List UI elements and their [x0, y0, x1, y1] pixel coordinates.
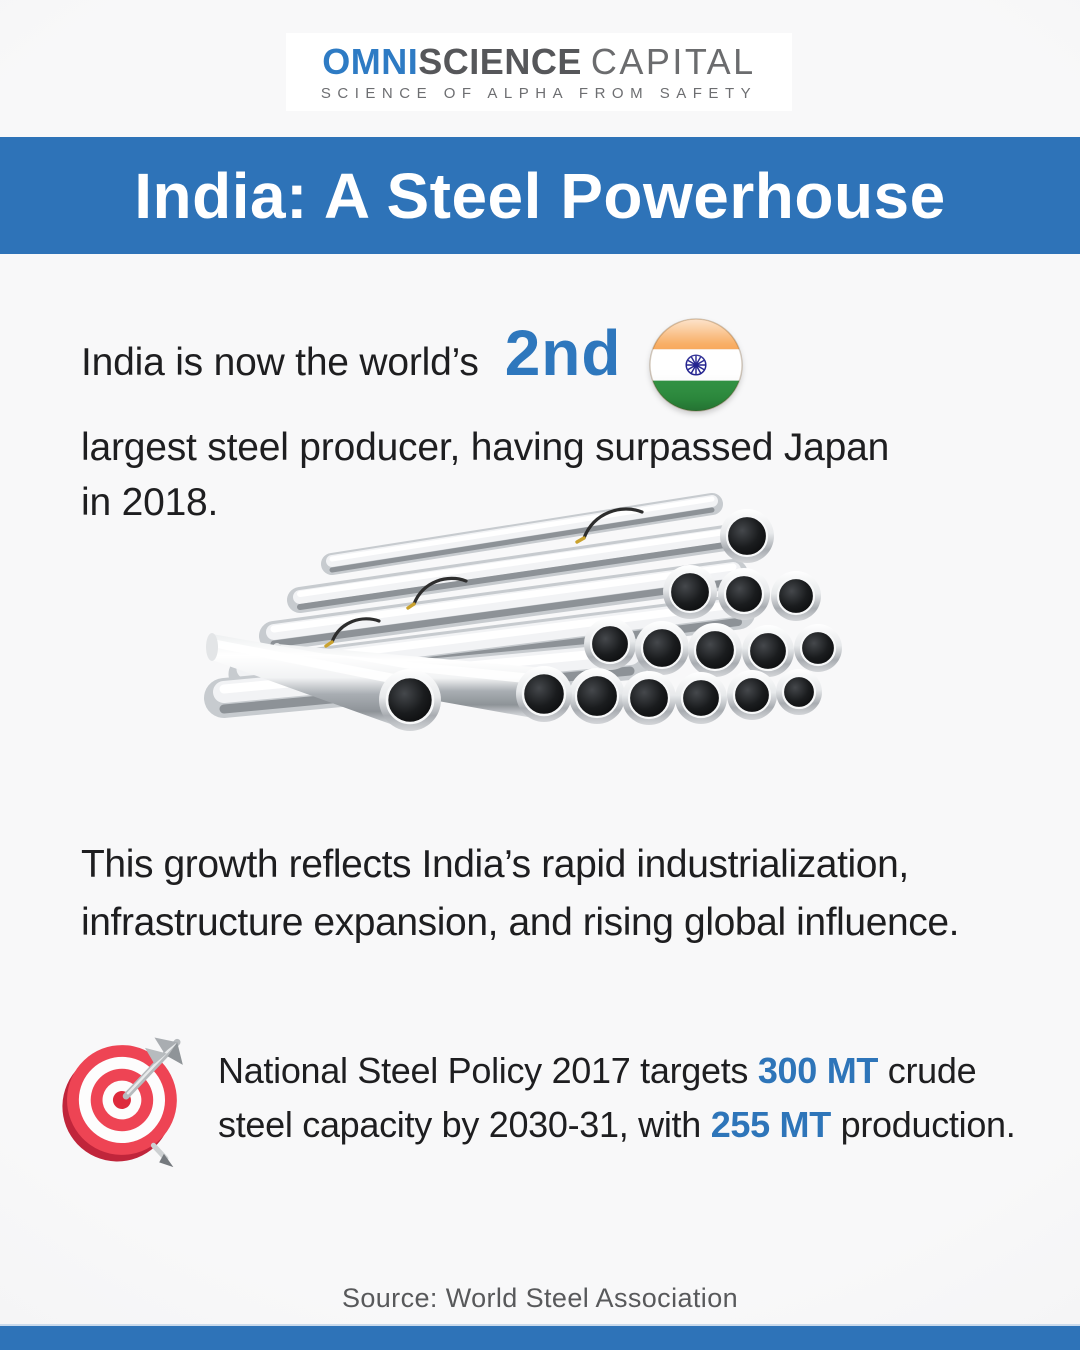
policy-line-2: steel capacity by 2030-31, with 255 MT p…: [218, 1098, 1016, 1152]
logo-text-science: SCIENCE: [418, 40, 582, 82]
bottom-bar: [0, 1326, 1080, 1350]
rank-text: 2nd: [504, 317, 622, 389]
intro-prefix-text: India is now the world’s: [81, 341, 479, 384]
logo-wordmark: OMNISCIENCE CAPITAL: [322, 40, 756, 82]
omniscience-logo: OMNISCIENCE CAPITAL SCIENCE OF ALPHA FROM…: [286, 33, 792, 111]
policy-text-segment: crude: [878, 1050, 977, 1091]
growth-line-1: This growth reflects India’s rapid indus…: [81, 843, 909, 886]
policy-line-1: National Steel Policy 2017 targets 300 M…: [218, 1044, 1015, 1098]
logo-text-omni: OMNI: [322, 40, 419, 82]
policy-text: National Steel Policy 2017 targets 300 M…: [218, 1028, 1016, 1152]
intro-line-2: largest steel producer, having surpassed…: [81, 426, 890, 469]
growth-line-2: infrastructure expansion, and rising glo…: [81, 901, 960, 944]
page-title: India: A Steel Powerhouse: [134, 159, 946, 232]
logo-text-capital: CAPITAL: [590, 40, 756, 82]
source-text: Source: World Steel Association: [341, 1283, 739, 1313]
target-dart-icon: [62, 1037, 183, 1168]
logo-tagline: SCIENCE OF ALPHA FROM SAFETY: [320, 84, 758, 102]
steel-pipes-illustration: [182, 488, 902, 788]
policy-section: National Steel Policy 2017 targets 300 M…: [56, 1028, 1016, 1170]
india-flag-badge-icon: [649, 318, 744, 412]
title-banner: India: A Steel Powerhouse: [0, 137, 1080, 254]
intro-line-3: in 2018.: [81, 481, 219, 524]
policy-highlight-300mt: 300 MT: [757, 1050, 879, 1091]
intro-paragraph: India is now the world’s 2nd: [81, 316, 889, 530]
policy-text-segment: production.: [830, 1104, 1016, 1145]
policy-highlight-255mt: 255 MT: [710, 1104, 832, 1145]
policy-text-segment: National Steel Policy 2017 targets: [218, 1050, 758, 1091]
policy-text-segment: steel capacity by 2030-31, with: [218, 1104, 711, 1145]
intro-line-1: India is now the world’s 2nd: [81, 316, 889, 414]
growth-paragraph: This growth reflects India’s rapid indus…: [81, 836, 960, 952]
